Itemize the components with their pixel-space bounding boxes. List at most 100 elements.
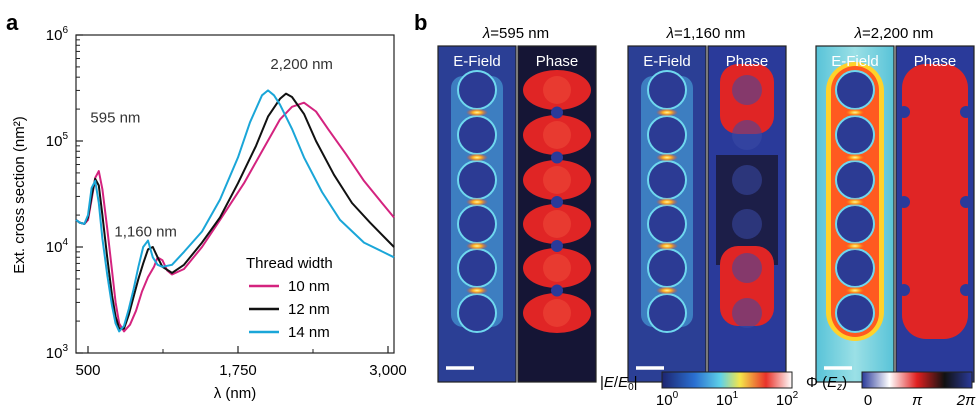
efield-border: [437, 45, 517, 383]
phase-gap: [551, 240, 563, 252]
nanoparticle: [647, 293, 687, 333]
phase-particle: [543, 121, 571, 149]
phase-gap: [551, 106, 563, 119]
x-axis-label: λ (nm): [214, 385, 257, 402]
phase-particle: [732, 253, 762, 283]
phase-notch: [960, 284, 972, 296]
phase-gap: [551, 284, 563, 297]
efield-colorbar-bar: [661, 371, 793, 389]
efield-border: [815, 45, 895, 383]
legend-entry: 12 nm: [288, 301, 330, 318]
phase-particle: [732, 298, 762, 328]
phase-notch: [960, 106, 972, 118]
y-tick-label: 103: [46, 343, 69, 362]
hotspot: [844, 198, 866, 206]
efield-label: E-Field: [453, 53, 501, 70]
efield-colorbar-label: |E/E0|: [600, 374, 638, 393]
hotspot: [656, 286, 678, 295]
phase-notch: [898, 284, 910, 296]
nanoparticle: [835, 204, 875, 244]
phase-notch: [898, 196, 910, 208]
legend-entry: 10 nm: [288, 278, 330, 295]
hotspot: [466, 198, 488, 206]
efield-label: E-Field: [831, 53, 879, 70]
legend-title: Thread width: [246, 255, 333, 272]
y-tick-label: 106: [46, 25, 69, 44]
phase-map: Phase: [895, 45, 975, 383]
plot-frame: [75, 34, 395, 354]
hotspot: [844, 108, 866, 117]
panel-label-b: b: [414, 10, 427, 35]
efield-tick-label: 101: [716, 390, 739, 409]
legend: Thread width 10 nm 12 nm 14 nm: [246, 255, 333, 341]
phase-tick-label: 0: [864, 392, 872, 409]
phase-map: Phase: [707, 45, 787, 383]
field-group-2200nm: λ=2,200 nm E-Field Phase: [815, 25, 975, 383]
peak-annotations: 595 nm 1,160 nm 2,200 nm: [90, 56, 333, 241]
x-tick-label: 3,000: [369, 362, 407, 379]
hotspot: [466, 242, 488, 250]
phase-label: Phase: [726, 53, 769, 70]
hotspot: [466, 108, 488, 117]
x-axis-ticks: 500 1,750 3,000: [75, 346, 407, 379]
efield-map: E-Field: [437, 45, 517, 383]
hotspot: [844, 242, 866, 250]
efield-map: E-Field: [627, 45, 707, 383]
field-title: λ=1,160 nm: [666, 25, 746, 42]
nanoparticle: [457, 293, 497, 333]
hotspot: [656, 198, 678, 206]
hotspot: [656, 108, 678, 117]
nanoparticle: [835, 70, 875, 110]
nanoparticle: [457, 115, 497, 155]
field-group-595nm: λ=595 nm E-Field Phase: [437, 25, 597, 383]
phase-colorbar-label: Φ (Ez): [806, 374, 847, 393]
phase-particle: [732, 120, 762, 150]
nanoparticle: [647, 204, 687, 244]
y-tick-label: 105: [46, 131, 69, 150]
nanoparticle: [457, 204, 497, 244]
phase-particle: [543, 254, 571, 282]
peak-label: 1,160 nm: [114, 224, 177, 241]
nanoparticle: [457, 70, 497, 110]
panel-label-a: a: [6, 10, 19, 35]
field-title: λ=2,200 nm: [854, 25, 934, 42]
phase-particle: [543, 210, 571, 238]
series-lines: [75, 89, 395, 333]
phase-colorbar-bar: [861, 371, 973, 389]
peak-label: 595 nm: [90, 109, 140, 126]
nanoparticle: [647, 115, 687, 155]
efield-map: E-Field: [815, 45, 895, 383]
phase-label: Phase: [914, 53, 957, 70]
hotspot: [844, 153, 866, 162]
peak-label: 2,200 nm: [270, 56, 333, 73]
phase-colorbar: Φ (Ez) 0 π 2π: [806, 371, 976, 409]
phase-particle: [732, 75, 762, 105]
nanoparticle: [835, 293, 875, 333]
nanoparticle: [647, 160, 687, 200]
extinction-chart: 103 104 105 106 500 1,750 3,000 595 nm 1,160 n…: [11, 25, 407, 402]
nanoparticle: [835, 115, 875, 155]
phase-notch: [960, 196, 972, 208]
phase-gap: [551, 196, 563, 208]
series-line-10-nm: [75, 101, 395, 333]
phase-gap: [551, 151, 563, 164]
phase-particle: [543, 76, 571, 104]
hotspot: [466, 153, 488, 162]
y-axis-ticks: 103 104 105 106: [46, 25, 83, 362]
nanoparticle: [647, 248, 687, 288]
phase-notch: [898, 106, 910, 118]
hotspot: [466, 286, 488, 295]
phase-lobe: [902, 64, 968, 339]
x-tick-label: 500: [75, 362, 100, 379]
y-axis-label: Ext. cross section (nm²): [11, 116, 28, 274]
phase-particle: [732, 165, 762, 195]
phase-particle: [543, 166, 571, 194]
nanoparticle: [457, 248, 497, 288]
phase-label: Phase: [536, 53, 579, 70]
field-title: λ=595 nm: [482, 25, 549, 42]
nanoparticle: [457, 160, 497, 200]
series-line-14-nm: [75, 89, 395, 333]
efield-tick-label: 102: [776, 390, 799, 409]
phase-tick-label: π: [912, 392, 923, 409]
phase-border: [517, 45, 597, 383]
